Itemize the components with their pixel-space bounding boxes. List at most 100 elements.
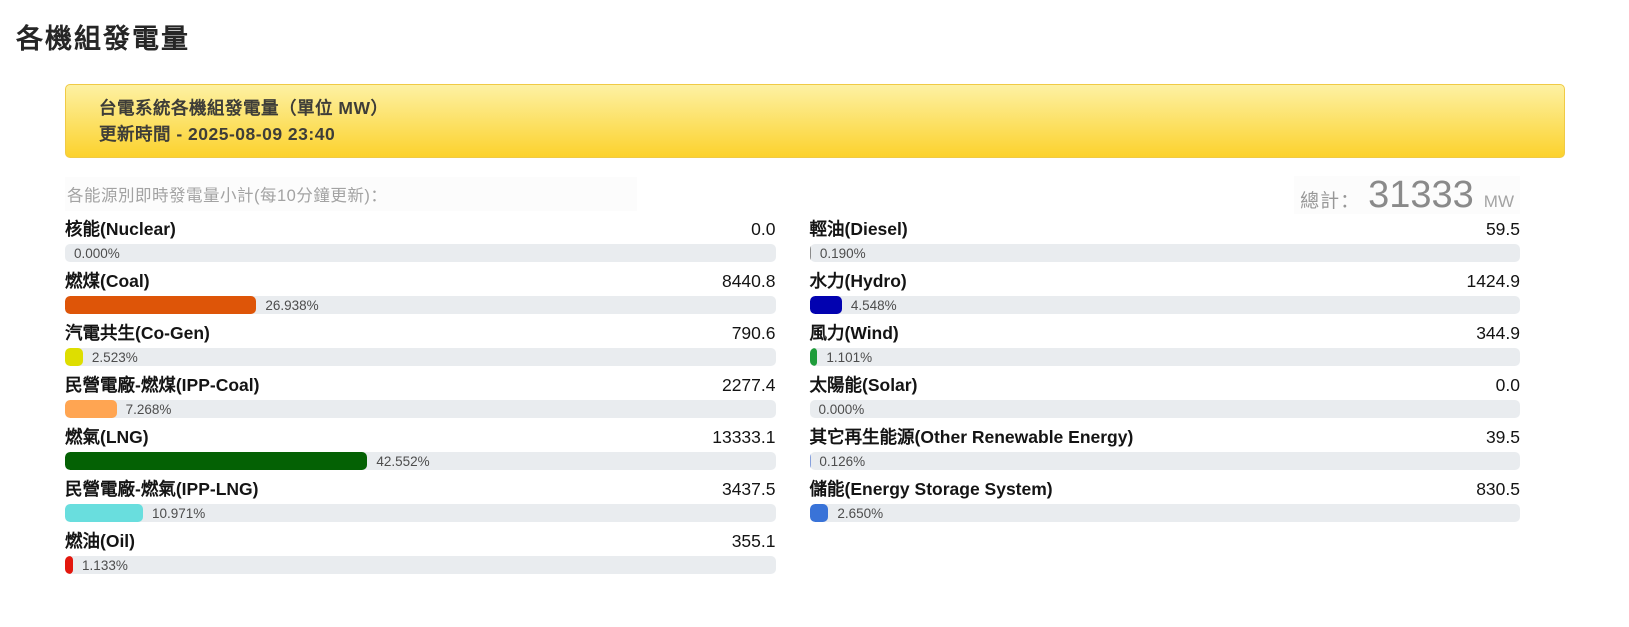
- energy-item-head: 民營電廠-燃煤(IPP-Coal) 2277.4: [65, 374, 776, 396]
- energy-percent: 4.548%: [850, 297, 897, 313]
- energy-item: 民營電廠-燃氣(IPP-LNG) 3437.5 10.971%: [65, 478, 776, 522]
- energy-bar-track: 42.552%: [65, 452, 776, 470]
- energy-bar-track: 10.971%: [65, 504, 776, 522]
- energy-label: 民營電廠-燃煤(IPP-Coal): [65, 375, 260, 395]
- energy-percent: 10.971%: [151, 505, 206, 521]
- energy-item: 太陽能(Solar) 0.0 0.000%: [809, 374, 1521, 418]
- energy-percent: 2.650%: [837, 505, 884, 521]
- energy-bar-fill: [65, 348, 83, 366]
- energy-bar-track: 0.190%: [809, 244, 1520, 262]
- energy-bar-fill: [809, 452, 811, 470]
- energy-bar-fill: [65, 556, 74, 574]
- energy-bar-fill: [65, 296, 257, 314]
- energy-bar-fill: [65, 400, 117, 418]
- energy-item: 汽電共生(Co-Gen) 790.6 2.523%: [65, 322, 776, 366]
- energy-item: 燃油(Oil) 355.1 1.133%: [65, 530, 776, 574]
- energy-item-head: 太陽能(Solar) 0.0: [810, 374, 1521, 396]
- energy-label: 汽電共生(Co-Gen): [65, 323, 210, 343]
- energy-percent: 0.000%: [818, 401, 865, 417]
- energy-item-head: 燃氣(LNG) 13333.1: [65, 426, 776, 448]
- total-generation: 總計： 31333 MW: [1294, 176, 1520, 214]
- energy-percent: 2.523%: [91, 349, 138, 365]
- energy-value: 0.0: [1495, 375, 1520, 395]
- energy-label: 燃煤(Coal): [65, 271, 150, 291]
- energy-percent: 1.133%: [82, 557, 128, 573]
- energy-item: 儲能(Energy Storage System) 830.5 2.650%: [809, 478, 1521, 522]
- energy-bar-fill: [809, 504, 829, 522]
- energy-bar-track: 0.000%: [809, 400, 1520, 418]
- energy-bar-track: 7.268%: [65, 400, 776, 418]
- energy-label: 水力(Hydro): [809, 271, 907, 291]
- energy-item-head: 水力(Hydro) 1424.9: [810, 270, 1521, 292]
- total-label: 總計：: [1300, 191, 1361, 212]
- energy-item-head: 核能(Nuclear) 0.0: [65, 218, 776, 240]
- energy-item-head: 燃油(Oil) 355.1: [65, 530, 776, 552]
- energy-value: 1424.9: [1466, 271, 1520, 291]
- energy-label: 太陽能(Solar): [809, 375, 918, 395]
- page-title: 各機組發電量: [16, 24, 190, 54]
- energy-percent: 1.101%: [826, 349, 873, 365]
- energy-bar-track: 1.133%: [65, 556, 776, 574]
- list-subtitle: 各能源別即時發電量小計(每10分鐘更新)：: [65, 177, 637, 211]
- energy-bar-fill: [809, 244, 811, 262]
- energy-bar-track: 26.938%: [65, 296, 776, 314]
- energy-label: 核能(Nuclear): [65, 219, 176, 239]
- energy-label: 風力(Wind): [809, 323, 899, 343]
- energy-value: 344.9: [1476, 323, 1520, 343]
- energy-value: 355.1: [731, 531, 776, 551]
- total-value: 31333: [1368, 174, 1474, 216]
- banner-update-time: 更新時間 - 2025-08-09 23:40: [99, 124, 336, 144]
- page: 各機組發電量 台電系統各機組發電量（單位 MW） 更新時間 - 2025-08-…: [0, 22, 1629, 582]
- energy-item-head: 其它再生能源(Other Renewable Energy) 39.5: [810, 426, 1521, 448]
- energy-item: 核能(Nuclear) 0.0 0.000%: [65, 218, 776, 262]
- energy-percent: 0.190%: [819, 245, 866, 261]
- energy-value: 3437.5: [721, 479, 776, 499]
- energy-bar-track: 2.523%: [65, 348, 776, 366]
- energy-value: 830.5: [1476, 479, 1520, 499]
- energy-item-head: 汽電共生(Co-Gen) 790.6: [65, 322, 776, 344]
- energy-bar-fill: [809, 296, 842, 314]
- energy-item: 燃氣(LNG) 13333.1 42.552%: [65, 426, 776, 470]
- energy-bar-track: 2.650%: [809, 504, 1520, 522]
- energy-grid: 核能(Nuclear) 0.0 0.000% 燃煤(Coal) 8440.8 2…: [65, 218, 1520, 582]
- energy-item-head: 輕油(Diesel) 59.5: [810, 218, 1521, 240]
- energy-label: 儲能(Energy Storage System): [809, 479, 1053, 499]
- energy-bar-track: 0.126%: [809, 452, 1520, 470]
- energy-bar-fill: [65, 452, 368, 470]
- energy-bar-track: 1.101%: [809, 348, 1520, 366]
- energy-bar-track: 4.548%: [809, 296, 1520, 314]
- total-unit: MW: [1483, 192, 1514, 211]
- energy-item: 民營電廠-燃煤(IPP-Coal) 2277.4 7.268%: [65, 374, 776, 418]
- energy-percent: 7.268%: [125, 401, 172, 417]
- energy-column-left: 核能(Nuclear) 0.0 0.000% 燃煤(Coal) 8440.8 2…: [65, 218, 776, 582]
- energy-label: 民營電廠-燃氣(IPP-LNG): [65, 479, 259, 499]
- energy-value: 8440.8: [721, 271, 776, 291]
- energy-item: 其它再生能源(Other Renewable Energy) 39.5 0.12…: [809, 426, 1521, 470]
- summary-row: 各能源別即時發電量小計(每10分鐘更新)： 總計： 31333 MW: [65, 176, 1520, 214]
- energy-column-right: 輕油(Diesel) 59.5 0.190% 水力(Hydro) 1424.9 …: [809, 218, 1521, 530]
- energy-percent: 0.000%: [74, 245, 120, 261]
- energy-item-head: 燃煤(Coal) 8440.8: [65, 270, 776, 292]
- energy-bar-fill: [809, 348, 818, 366]
- energy-value: 59.5: [1485, 219, 1520, 239]
- energy-bar-track: 0.000%: [65, 244, 776, 262]
- energy-item-head: 風力(Wind) 344.9: [810, 322, 1521, 344]
- banner-title: 台電系統各機組發電量（單位 MW）: [99, 98, 389, 118]
- energy-item: 輕油(Diesel) 59.5 0.190%: [809, 218, 1521, 262]
- info-banner: 台電系統各機組發電量（單位 MW） 更新時間 - 2025-08-09 23:4…: [65, 84, 1565, 158]
- energy-label: 燃氣(LNG): [65, 427, 149, 447]
- energy-label: 輕油(Diesel): [809, 219, 908, 239]
- energy-value: 13333.1: [712, 427, 776, 447]
- energy-item: 燃煤(Coal) 8440.8 26.938%: [65, 270, 776, 314]
- energy-value: 2277.4: [721, 375, 776, 395]
- energy-percent: 26.938%: [265, 297, 319, 313]
- energy-bar-fill: [65, 504, 143, 522]
- energy-item-head: 儲能(Energy Storage System) 830.5: [810, 478, 1521, 500]
- energy-value: 0.0: [751, 219, 776, 239]
- energy-label: 其它再生能源(Other Renewable Energy): [809, 427, 1134, 447]
- energy-percent: 0.126%: [819, 453, 866, 469]
- energy-value: 39.5: [1485, 427, 1520, 447]
- energy-item: 水力(Hydro) 1424.9 4.548%: [809, 270, 1521, 314]
- energy-label: 燃油(Oil): [65, 531, 135, 551]
- energy-item: 風力(Wind) 344.9 1.101%: [809, 322, 1521, 366]
